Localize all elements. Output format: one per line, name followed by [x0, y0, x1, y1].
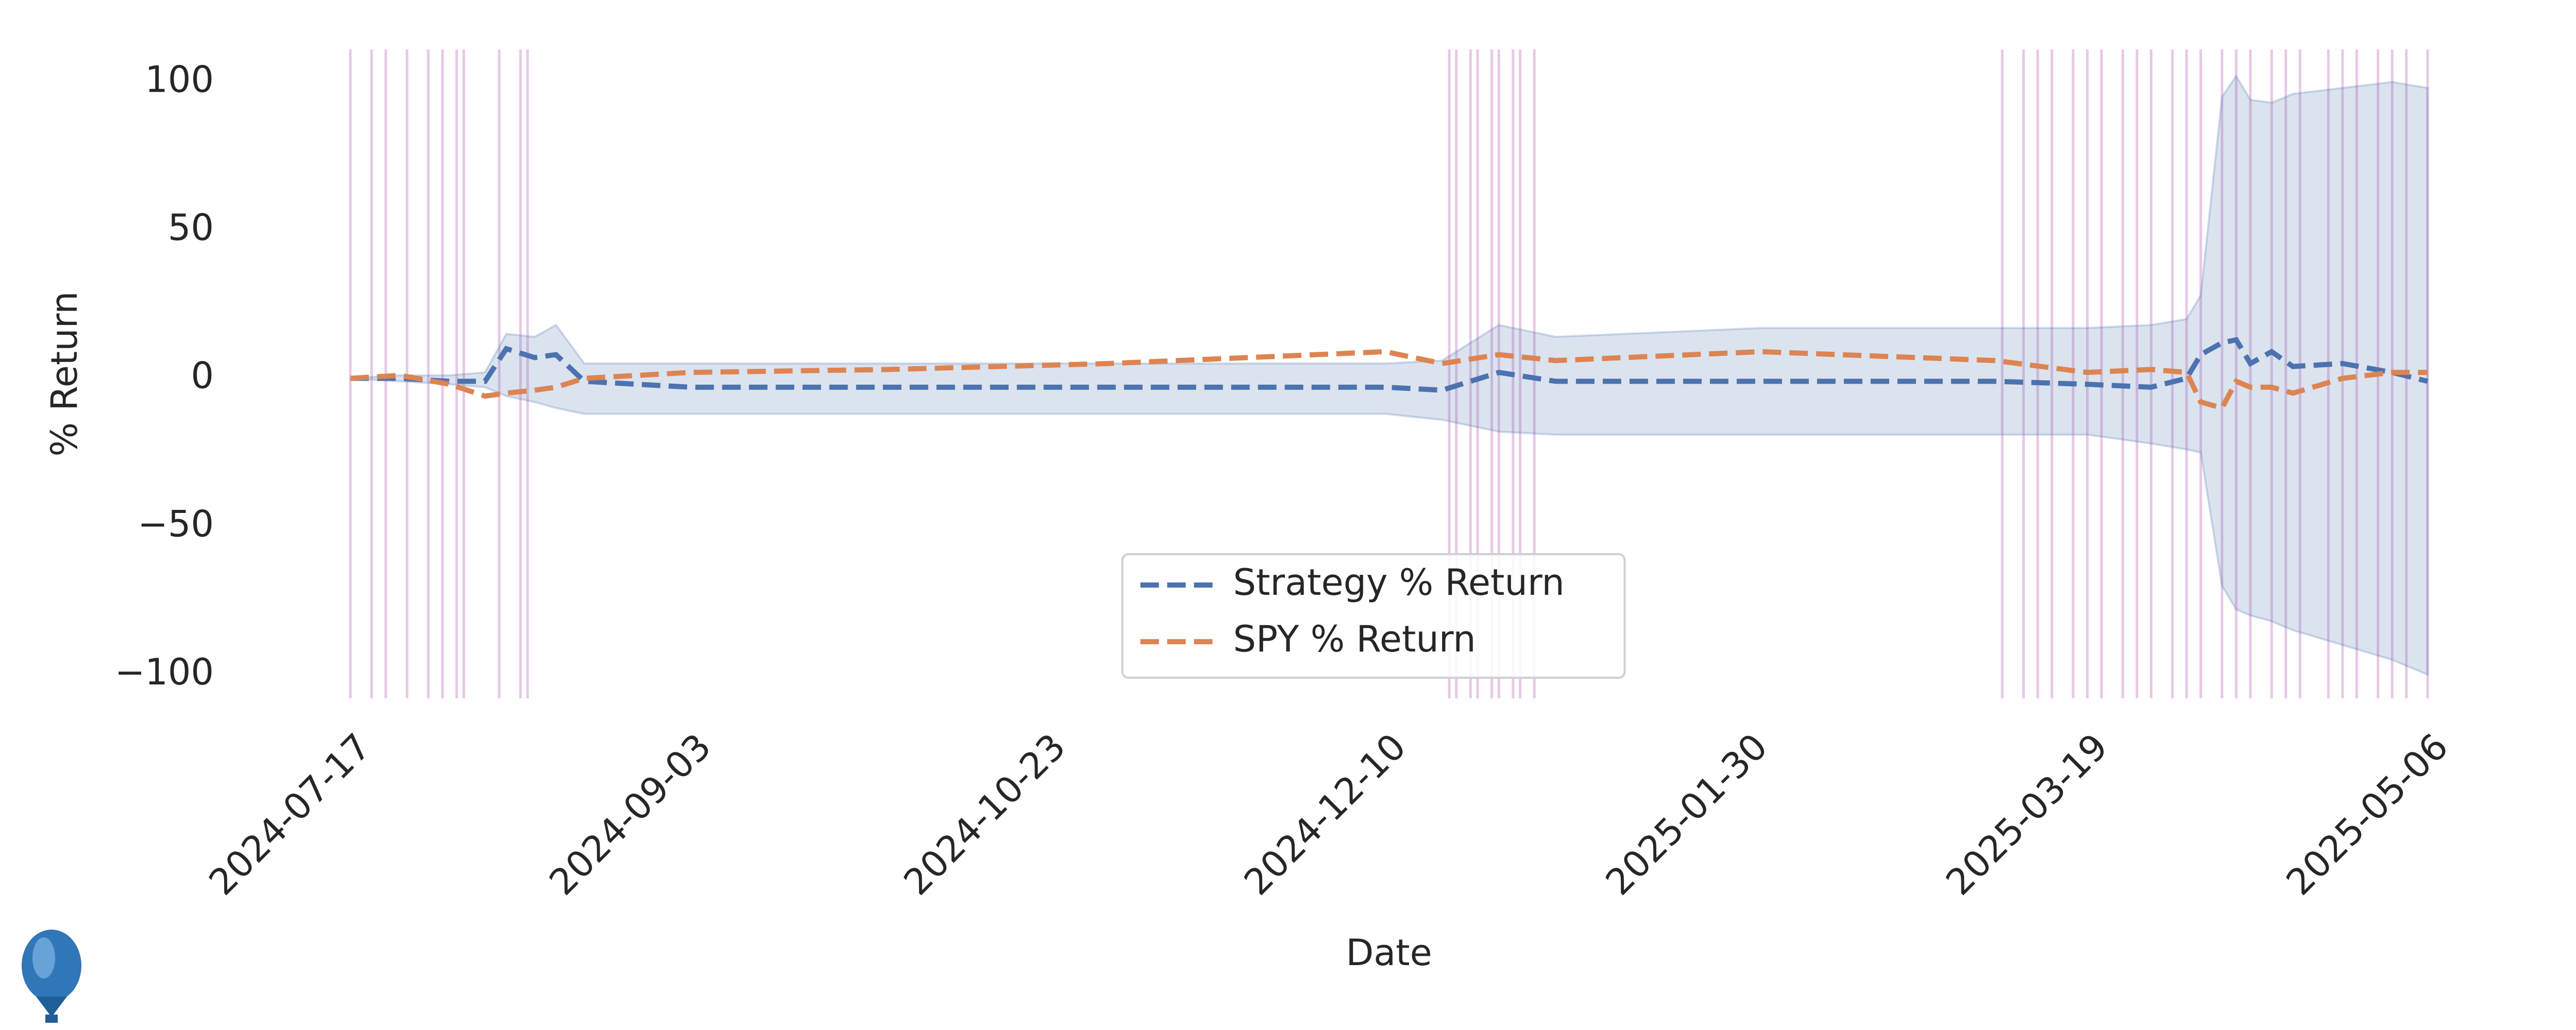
confidence-band [350, 74, 2429, 676]
legend: Strategy % Return SPY % Return [1121, 553, 1626, 679]
x-tick-label: 2024-12-10 [1236, 725, 1414, 903]
x-tick-label: 2025-01-30 [1598, 725, 1776, 903]
y-axis-label: % Return [43, 291, 86, 456]
x-tick-label: 2024-10-23 [895, 725, 1074, 903]
x-tick-label: 2024-07-17 [201, 725, 379, 903]
x-tick-label: 2025-03-19 [1938, 725, 2116, 903]
y-tick-label: 0 [191, 355, 214, 397]
x-tick-label: 2025-05-06 [2278, 725, 2456, 903]
x-axis-label: Date [1346, 932, 1432, 974]
y-tick-label: −50 [138, 503, 214, 545]
legend-label: SPY % Return [1233, 618, 1476, 660]
line-series [350, 337, 2429, 393]
legend-label: Strategy % Return [1233, 561, 1565, 604]
y-tick-label: 50 [168, 207, 214, 249]
x-tick-label: 2024-09-03 [541, 725, 719, 903]
logo [22, 930, 81, 1023]
line-series [350, 349, 2428, 411]
y-tick-label: 100 [145, 58, 214, 100]
y-tick-label: −100 [115, 651, 214, 693]
legend-frame [1121, 553, 1626, 679]
